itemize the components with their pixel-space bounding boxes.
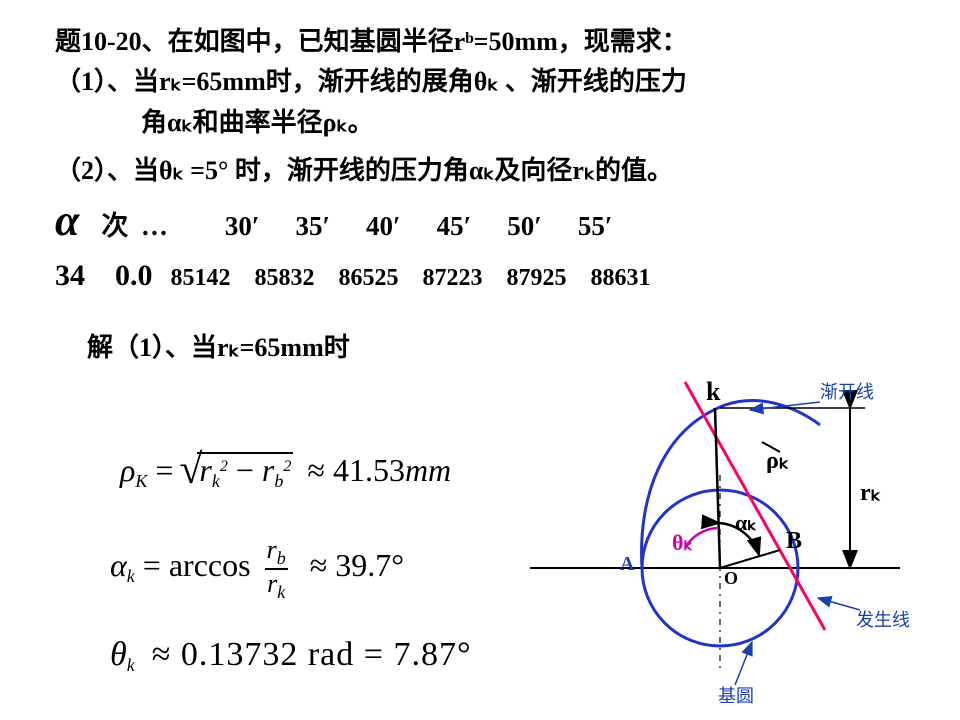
alpha-symbol: α: [55, 199, 79, 243]
radius-ob: [720, 550, 780, 568]
header-min-2: 40′: [366, 211, 401, 242]
label-generating-cn: 发生线: [856, 610, 910, 630]
label-theta: θₖ: [672, 530, 693, 555]
formula-theta: θk ≈ 0.13732 rad = 7.87°: [110, 636, 472, 676]
involute-table-row: 34 0.0 85142 85832 86525 87223 87925 886…: [55, 259, 910, 293]
radius-rk: [715, 408, 720, 568]
ptr-involute: [750, 402, 820, 410]
problem-line-2: （1）、当rₖ=65mm时，渐开线的展角θₖ 、渐开线的压力: [55, 62, 910, 102]
header-min-1: 35′: [295, 211, 330, 242]
row-lead: 0.0: [115, 259, 153, 293]
row-degree: 34: [55, 259, 85, 293]
formula-rho: ρK = √ rk2 − rb2 ≈ 41.53mm: [120, 452, 451, 492]
row-val-5: 88631: [591, 265, 651, 292]
generating-line: [685, 382, 825, 630]
label-base-cn: 基圆: [718, 686, 754, 706]
row-val-0: 85142: [171, 265, 231, 292]
problem-line-1: 题10-20、在如图中，已知基圆半径rᵇ=50mm，现需求：: [55, 22, 910, 62]
label-O: O: [724, 568, 738, 588]
ptr-base: [735, 642, 752, 685]
label-k: k: [706, 377, 721, 406]
ptr-generating: [818, 598, 860, 610]
solution-intro: 解（1）、当rₖ=65mm时: [87, 327, 910, 364]
header-min-3: 45′: [437, 211, 472, 242]
problem-line-4: （2）、当θₖ =5° 时，渐开线的压力角αₖ及向径rₖ的值。: [55, 151, 910, 191]
row-val-3: 87223: [423, 265, 483, 292]
involute-diagram: k ρₖ rₖ αₖ θₖ B A O 渐开线 发生线 基圆: [520, 370, 920, 710]
problem-line-3: 角αₖ和曲率半径ρₖ。: [141, 103, 910, 143]
formula-alpha: αk = arccos rb rk ≈ 39.7°: [110, 536, 404, 602]
row-val-4: 87925: [507, 265, 567, 292]
row-val-1: 85832: [255, 265, 315, 292]
involute-table-header: α 次 … 30′ 35′ 40′ 45′ 50′ 55′: [55, 199, 910, 243]
label-alpha: αₖ: [735, 510, 757, 535]
label-involute-cn: 渐开线: [820, 382, 874, 402]
header-min-5: 55′: [578, 211, 613, 242]
label-A: A: [620, 553, 635, 575]
header-ci: 次 …: [101, 204, 169, 243]
label-rho: ρₖ: [766, 448, 789, 474]
header-min-4: 50′: [507, 211, 542, 242]
row-val-2: 86525: [339, 265, 399, 292]
label-B: B: [786, 528, 802, 554]
header-min-0: 30′: [225, 211, 260, 242]
label-rk: rₖ: [860, 480, 881, 506]
